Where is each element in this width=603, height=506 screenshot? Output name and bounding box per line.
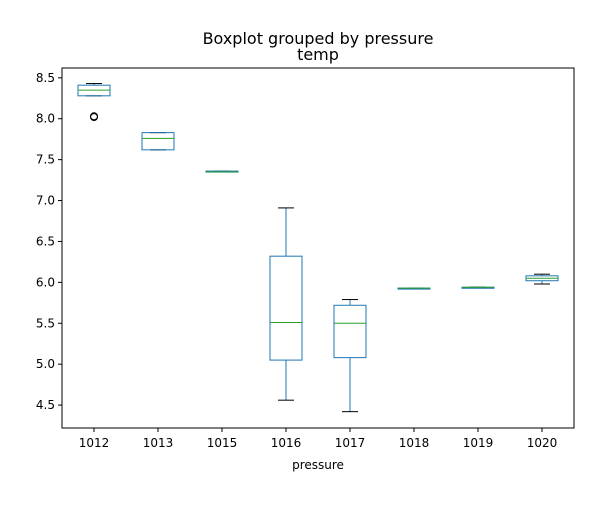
box-1016 (269, 255, 303, 361)
chart-suptitle: Boxplot grouped by pressure (203, 29, 434, 48)
y-tick-label: 7.5 (36, 153, 55, 167)
y-tick-label: 8.0 (36, 112, 55, 126)
plot-frame (61, 67, 575, 429)
x-tick-label: 1016 (271, 436, 302, 450)
box-1017 (333, 304, 367, 359)
plot-area: 4.5 5.0 5.5 6.0 6.5 7.0 7.5 8.0 8.5 1012 1013 1015 1… (36, 67, 575, 450)
y-tick-label: 5.5 (36, 316, 55, 330)
y-tick-label: 4.5 (36, 398, 55, 412)
x-axis-label: pressure (292, 458, 344, 472)
chart-title: temp (297, 45, 339, 64)
y-tick-label: 6.5 (36, 234, 55, 248)
y-tick-label: 7.0 (36, 194, 55, 208)
x-tick-label: 1019 (463, 436, 494, 450)
x-tick-label: 1020 (527, 436, 558, 450)
box-1013 (141, 132, 175, 151)
x-tick-label: 1012 (79, 436, 110, 450)
flier-point (90, 112, 98, 121)
x-tick-label: 1015 (207, 436, 238, 450)
y-tick-label: 8.5 (36, 71, 55, 85)
x-tick-label: 1017 (335, 436, 366, 450)
y-tick-label: 5.0 (36, 357, 55, 371)
x-tick-label: 1013 (143, 436, 174, 450)
y-tick-label: 6.0 (36, 275, 55, 289)
x-tick-label: 1018 (399, 436, 430, 450)
